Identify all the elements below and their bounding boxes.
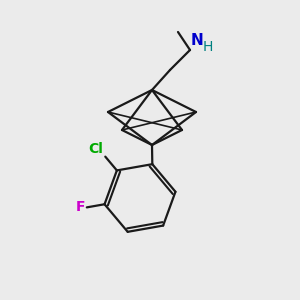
Text: H: H xyxy=(203,40,213,54)
Text: N: N xyxy=(191,33,204,48)
Text: Cl: Cl xyxy=(88,142,103,156)
Text: F: F xyxy=(75,200,85,214)
